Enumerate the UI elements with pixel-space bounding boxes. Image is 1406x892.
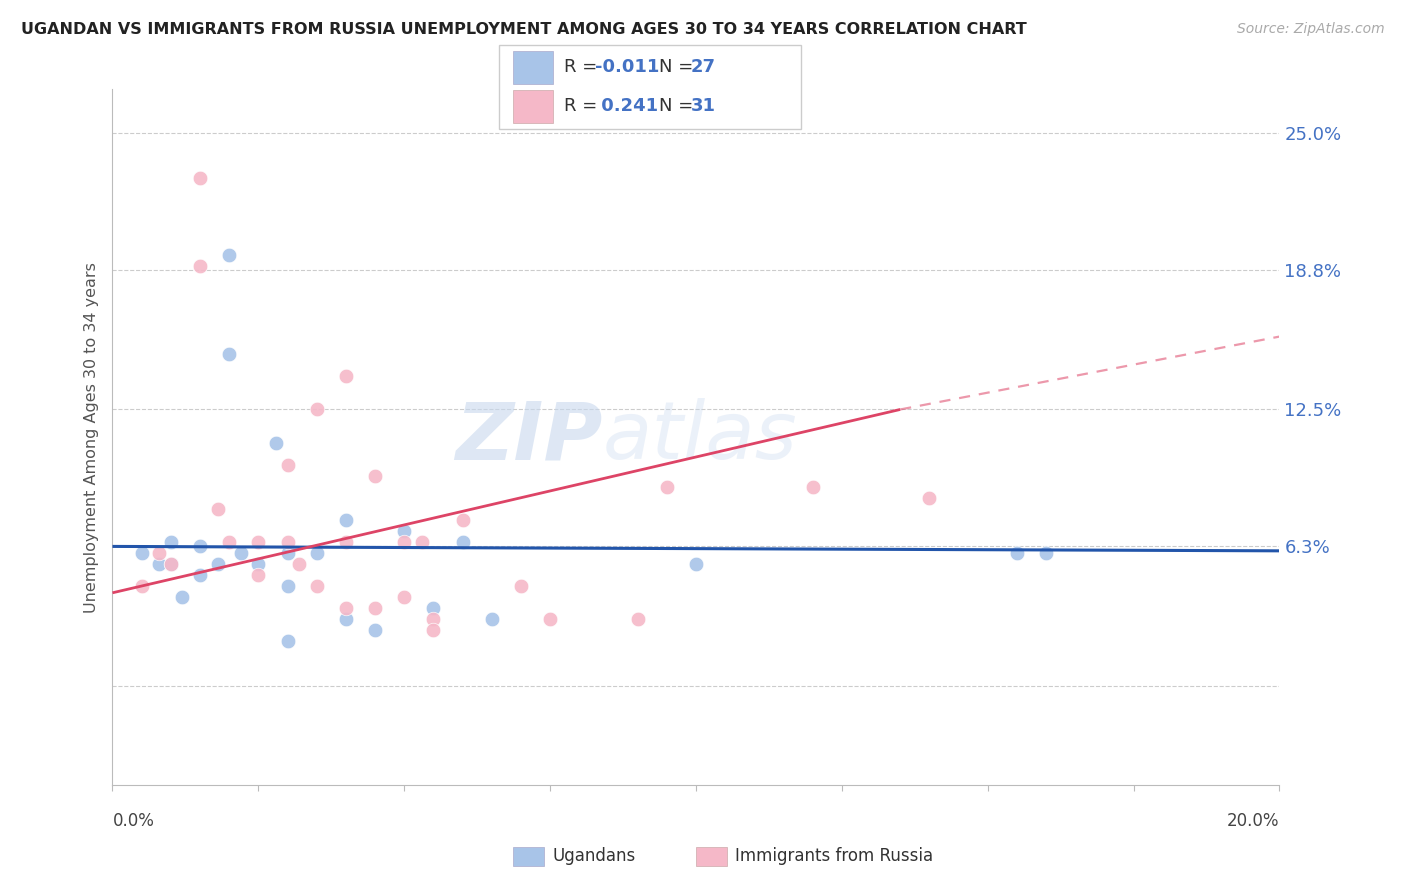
- Point: [364, 624, 387, 638]
- Text: 31: 31: [690, 97, 716, 115]
- Point: [801, 480, 824, 494]
- Text: N =: N =: [659, 59, 699, 77]
- Point: [247, 557, 270, 571]
- Point: [305, 546, 328, 560]
- Point: [685, 557, 707, 571]
- Point: [188, 170, 211, 185]
- Point: [276, 458, 298, 472]
- Point: [335, 601, 357, 615]
- Point: [131, 546, 153, 560]
- Point: [451, 535, 474, 549]
- Text: Ugandans: Ugandans: [553, 847, 636, 865]
- Text: 0.241: 0.241: [595, 97, 658, 115]
- Point: [364, 468, 387, 483]
- Point: [335, 612, 357, 626]
- Point: [655, 480, 678, 494]
- Point: [335, 369, 357, 384]
- Text: ZIP: ZIP: [456, 398, 603, 476]
- Point: [264, 435, 287, 450]
- Point: [218, 347, 240, 361]
- Point: [305, 402, 328, 417]
- Point: [1005, 546, 1028, 560]
- Point: [305, 579, 328, 593]
- Point: [422, 601, 444, 615]
- Text: Immigrants from Russia: Immigrants from Russia: [735, 847, 934, 865]
- Point: [626, 612, 648, 626]
- Point: [188, 259, 211, 273]
- Point: [335, 535, 357, 549]
- Text: N =: N =: [659, 97, 699, 115]
- Point: [229, 546, 252, 560]
- Point: [276, 535, 298, 549]
- Point: [188, 568, 211, 582]
- Point: [172, 591, 194, 605]
- Point: [509, 579, 531, 593]
- Point: [247, 535, 270, 549]
- Text: R =: R =: [564, 59, 603, 77]
- Point: [481, 612, 503, 626]
- Point: [918, 491, 941, 505]
- Point: [131, 579, 153, 593]
- Point: [160, 557, 183, 571]
- Y-axis label: Unemployment Among Ages 30 to 34 years: Unemployment Among Ages 30 to 34 years: [83, 261, 98, 613]
- Point: [276, 634, 298, 648]
- Point: [1035, 546, 1057, 560]
- Point: [276, 579, 298, 593]
- Point: [160, 535, 183, 549]
- Text: atlas: atlas: [603, 398, 797, 476]
- Point: [422, 612, 444, 626]
- Point: [218, 535, 240, 549]
- Point: [451, 513, 474, 527]
- Point: [422, 624, 444, 638]
- Point: [247, 568, 270, 582]
- Text: 27: 27: [690, 59, 716, 77]
- Text: Source: ZipAtlas.com: Source: ZipAtlas.com: [1237, 22, 1385, 37]
- Text: 0.0%: 0.0%: [112, 812, 155, 830]
- Point: [148, 557, 170, 571]
- Point: [288, 557, 311, 571]
- Point: [392, 535, 416, 549]
- Point: [538, 612, 561, 626]
- Point: [364, 601, 387, 615]
- Text: R =: R =: [564, 97, 603, 115]
- Point: [148, 546, 170, 560]
- Text: 20.0%: 20.0%: [1227, 812, 1279, 830]
- Point: [411, 535, 433, 549]
- Point: [218, 248, 240, 262]
- Text: -0.011: -0.011: [595, 59, 659, 77]
- Point: [392, 591, 416, 605]
- Point: [188, 540, 211, 554]
- Point: [335, 513, 357, 527]
- Point: [392, 524, 416, 538]
- Point: [207, 501, 229, 516]
- Point: [207, 557, 229, 571]
- Text: UGANDAN VS IMMIGRANTS FROM RUSSIA UNEMPLOYMENT AMONG AGES 30 TO 34 YEARS CORRELA: UGANDAN VS IMMIGRANTS FROM RUSSIA UNEMPL…: [21, 22, 1026, 37]
- Point: [160, 557, 183, 571]
- Point: [276, 546, 298, 560]
